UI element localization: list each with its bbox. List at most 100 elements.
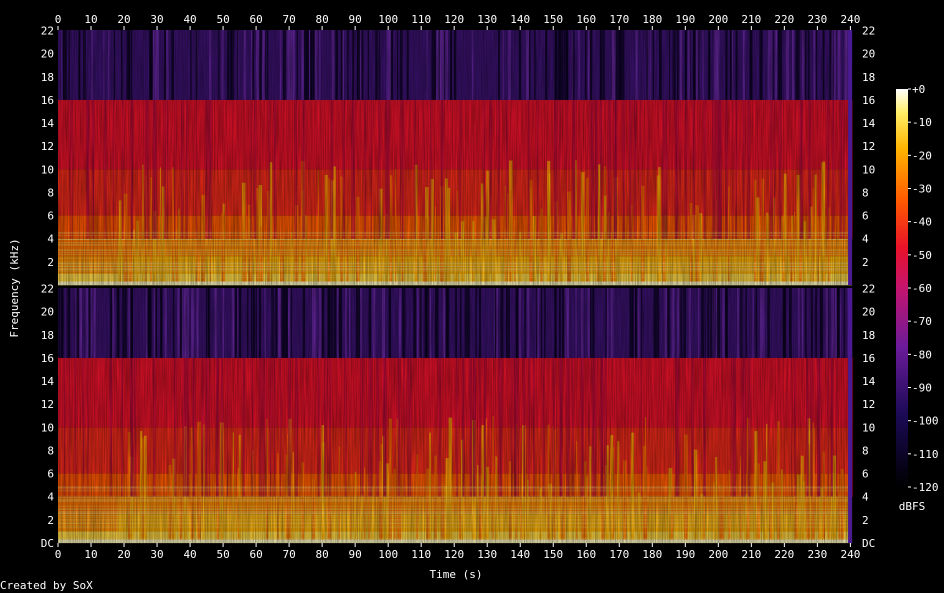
x-tick-label-bottom: 130	[477, 548, 497, 561]
x-tick-label-top: 60	[249, 13, 262, 26]
y-tick-label-left: 22	[41, 25, 54, 38]
y-tick-label-right: 10	[862, 421, 875, 434]
x-tick-label-top: 200	[708, 13, 728, 26]
y-tick-label-right: 4	[862, 491, 869, 504]
y-tick-label-left: 10	[41, 163, 54, 176]
y-tick-label-left: 2	[47, 256, 54, 269]
y-tick-label-left: 18	[41, 71, 54, 84]
x-tick-label-bottom: 0	[55, 548, 62, 561]
x-tick-label-bottom: 170	[609, 548, 629, 561]
y-tick-label-right: 14	[862, 117, 876, 130]
x-tick-label-bottom: 200	[708, 548, 728, 561]
channel-panel-2	[58, 288, 857, 544]
y-tick-label-right: 6	[862, 210, 869, 223]
colorbar-tick-label: -70	[912, 315, 932, 328]
x-tick-label-top: 40	[183, 13, 196, 26]
y-axis-title: Frequency (kHz)	[8, 238, 21, 337]
y-tick-label-right: 20	[862, 306, 875, 319]
x-tick-label-top: 160	[576, 13, 596, 26]
colorbar-ticks: +0 -10 -20 -30 -40 -50 -60 -70 -80 -90 -100 -110 -12…	[908, 83, 939, 494]
colorbar-tick-label: -20	[912, 149, 932, 162]
x-tick-label-bottom: 110	[411, 548, 431, 561]
y-tick-label-right: 12	[862, 140, 875, 153]
x-tick-label-top: 20	[117, 13, 130, 26]
y-tick-label-right: 2	[862, 514, 869, 527]
x-tick-label-bottom: 90	[349, 548, 362, 561]
x-axis-bottom: 0 10 20 30 40 50 60 70 80 90 100 110 120 130 140 150 160…	[55, 543, 860, 561]
x-tick-label-bottom: 240	[840, 548, 860, 561]
x-tick-label-top: 150	[543, 13, 563, 26]
y-tick-label-left: 20	[41, 48, 54, 61]
x-tick-label-top: 180	[642, 13, 662, 26]
y-tick-label-left: 16	[41, 94, 54, 107]
y-tick-label-right: 12	[862, 398, 875, 411]
y-tick-label-right: 14	[862, 375, 876, 388]
y-tick-label-left: 16	[41, 352, 54, 365]
colorbar	[896, 89, 908, 487]
fade-end	[848, 288, 853, 543]
x-tick-label-bottom: 150	[543, 548, 563, 561]
x-tick-label-top: 90	[349, 13, 362, 26]
y-tick-label-left: 20	[41, 306, 54, 319]
y-tick-label-right: 18	[862, 329, 875, 342]
y-tick-label-right: 4	[862, 233, 869, 246]
texture	[58, 30, 853, 285]
y-tick-label-left: 12	[41, 398, 54, 411]
y-tick-label-left: 12	[41, 140, 54, 153]
y-tick-label-right: 8	[862, 186, 869, 199]
x-tick-label-top: 110	[411, 13, 431, 26]
fade-end	[848, 30, 853, 285]
y-tick-label-left: 4	[47, 233, 54, 246]
y-tick-label-left: 14	[41, 375, 55, 388]
y-tick-label-left: DC	[41, 537, 54, 550]
x-tick-label-top: 50	[216, 13, 229, 26]
colorbar-tick-label: -90	[912, 382, 932, 395]
y-tick-label-right: DC	[862, 537, 875, 550]
harmonic-line	[58, 284, 853, 286]
x-tick-label-bottom: 50	[216, 548, 229, 561]
texture	[58, 288, 853, 543]
x-tick-label-top: 120	[444, 13, 464, 26]
x-tick-label-bottom: 60	[249, 548, 262, 561]
colorbar-label: dBFS	[899, 500, 926, 513]
x-axis-top: 0 10 20 30 40 50 60 70 80 90 100 110 120 130 140 150 160…	[55, 13, 860, 30]
colorbar-tick-label: +0	[912, 83, 925, 96]
y-tick-label-right: 20	[862, 48, 875, 61]
x-tick-label-top: 230	[807, 13, 827, 26]
gap	[851, 357, 854, 497]
y-tick-label-left: 2	[47, 514, 54, 527]
x-tick-label-bottom: 230	[807, 548, 827, 561]
x-tick-label-top: 100	[378, 13, 398, 26]
colorbar-tick-label: -30	[912, 183, 932, 196]
x-tick-label-bottom: 70	[282, 548, 295, 561]
gap	[851, 99, 853, 239]
x-tick-label-bottom: 120	[444, 548, 464, 561]
x-tick-label-bottom: 80	[316, 548, 329, 561]
colorbar-tick-label: -100	[912, 415, 939, 428]
x-tick-label-bottom: 100	[378, 548, 398, 561]
x-tick-label-top: 170	[609, 13, 629, 26]
x-tick-label-bottom: 30	[150, 548, 163, 561]
y-tick-label-left: 10	[41, 421, 54, 434]
y-tick-label-right: 22	[862, 283, 875, 296]
y-axis-left: 2 4 6 8 10 12 14 16 18 20 22 DC 2 4 6 8 10 12 14 16 18 20 22	[41, 25, 55, 550]
x-tick-label-bottom: 210	[741, 548, 761, 561]
colorbar-tick-label: -50	[912, 249, 932, 262]
y-axis-right: 2 4 6 8 10 12 14 16 18 20 22 DC 2 4 6 8 10 12 14 16 18 20 22	[862, 25, 876, 550]
x-axis-title: Time (s)	[430, 568, 483, 581]
x-tick-label-top: 190	[675, 13, 695, 26]
y-tick-label-right: 10	[862, 163, 875, 176]
x-tick-label-bottom: 160	[576, 548, 596, 561]
x-tick-label-top: 220	[774, 13, 794, 26]
x-tick-label-top: 0	[55, 13, 62, 26]
x-tick-label-top: 10	[84, 13, 97, 26]
y-tick-label-right: 8	[862, 444, 869, 457]
y-tick-label-right: 18	[862, 71, 875, 84]
y-tick-label-right: 16	[862, 352, 875, 365]
y-tick-label-right: 16	[862, 94, 875, 107]
colorbar-tick-label: -110	[912, 448, 939, 461]
y-tick-label-left: 18	[41, 329, 54, 342]
y-tick-label-right: 22	[862, 25, 875, 38]
y-tick-label-left: 8	[47, 186, 54, 199]
